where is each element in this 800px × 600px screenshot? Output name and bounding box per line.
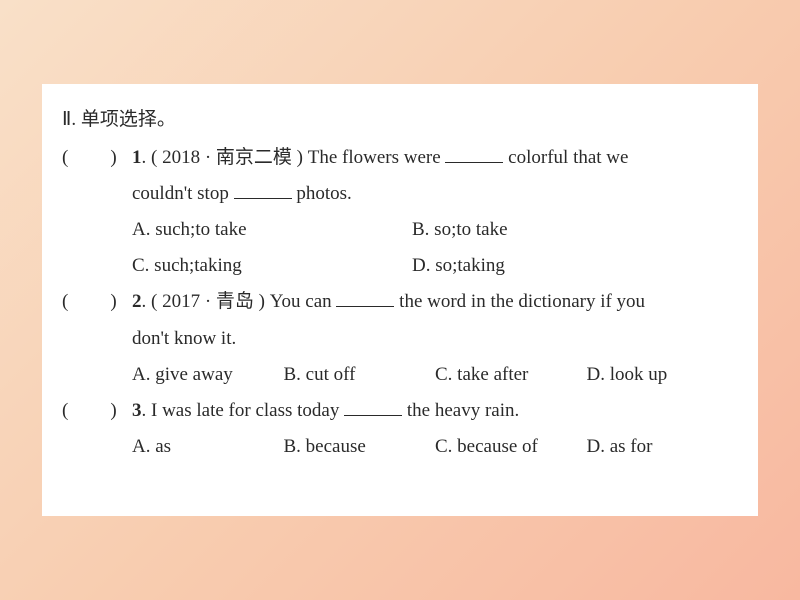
- question-source: ( 2018 · 南京二模 ): [151, 147, 303, 168]
- section-title: Ⅱ. 单项选择。: [62, 102, 738, 138]
- q-period: .: [142, 291, 152, 312]
- fill-blank: [234, 183, 292, 199]
- q-period: .: [142, 147, 152, 168]
- stem-part: colorful that we: [503, 147, 628, 168]
- answer-paren: (): [62, 140, 132, 176]
- option-d: D. look up: [587, 357, 739, 393]
- options-row: A. such;to take B. so;to take: [62, 212, 738, 248]
- stem-part: the word in the dictionary if you: [394, 291, 645, 312]
- answer-paren: (): [62, 393, 132, 429]
- option-b: B. cut off: [284, 357, 436, 393]
- question-number: 3: [132, 400, 142, 421]
- option-a: A. such;to take: [132, 212, 412, 248]
- option-b: B. because: [284, 429, 436, 465]
- stem-part: photos.: [292, 183, 352, 204]
- stem-part: You can: [270, 291, 337, 312]
- question-row: () 1. ( 2018 · 南京二模 ) The flowers were c…: [62, 140, 738, 176]
- question-number: 2: [132, 291, 142, 312]
- option-b: B. so;to take: [412, 212, 738, 248]
- q-period: .: [142, 400, 152, 421]
- option-a: A. give away: [132, 357, 284, 393]
- stem-part: I was late for class today: [151, 400, 344, 421]
- question-body: 3. I was late for class today the heavy …: [132, 393, 738, 429]
- stem-part: the heavy rain.: [402, 400, 519, 421]
- question-line2: couldn't stop photos.: [62, 176, 738, 212]
- fill-blank: [344, 400, 402, 416]
- stem-part: The flowers were: [308, 147, 446, 168]
- option-a: A. as: [132, 429, 284, 465]
- option-d: D. as for: [587, 429, 739, 465]
- question-number: 1: [132, 147, 142, 168]
- option-d: D. so;taking: [412, 248, 738, 284]
- option-c: C. such;taking: [132, 248, 412, 284]
- question-body: 1. ( 2018 · 南京二模 ) The flowers were colo…: [132, 140, 738, 176]
- fill-blank: [445, 147, 503, 163]
- question-row: () 3. I was late for class today the hea…: [62, 393, 738, 429]
- options-row: C. such;taking D. so;taking: [62, 248, 738, 284]
- question-body: 2. ( 2017 · 青岛 ) You can the word in the…: [132, 284, 738, 320]
- fill-blank: [336, 291, 394, 307]
- options-row: A. give away B. cut off C. take after D.…: [62, 357, 738, 393]
- options-row: A. as B. because C. because of D. as for: [62, 429, 738, 465]
- answer-paren: (): [62, 284, 132, 320]
- option-c: C. take after: [435, 357, 587, 393]
- worksheet-paper: Ⅱ. 单项选择。 () 1. ( 2018 · 南京二模 ) The flowe…: [42, 84, 758, 516]
- question-row: () 2. ( 2017 · 青岛 ) You can the word in …: [62, 284, 738, 320]
- question-source: ( 2017 · 青岛 ): [151, 291, 265, 312]
- question-line2: don't know it.: [62, 321, 738, 357]
- stem-part: couldn't stop: [132, 183, 234, 204]
- option-c: C. because of: [435, 429, 587, 465]
